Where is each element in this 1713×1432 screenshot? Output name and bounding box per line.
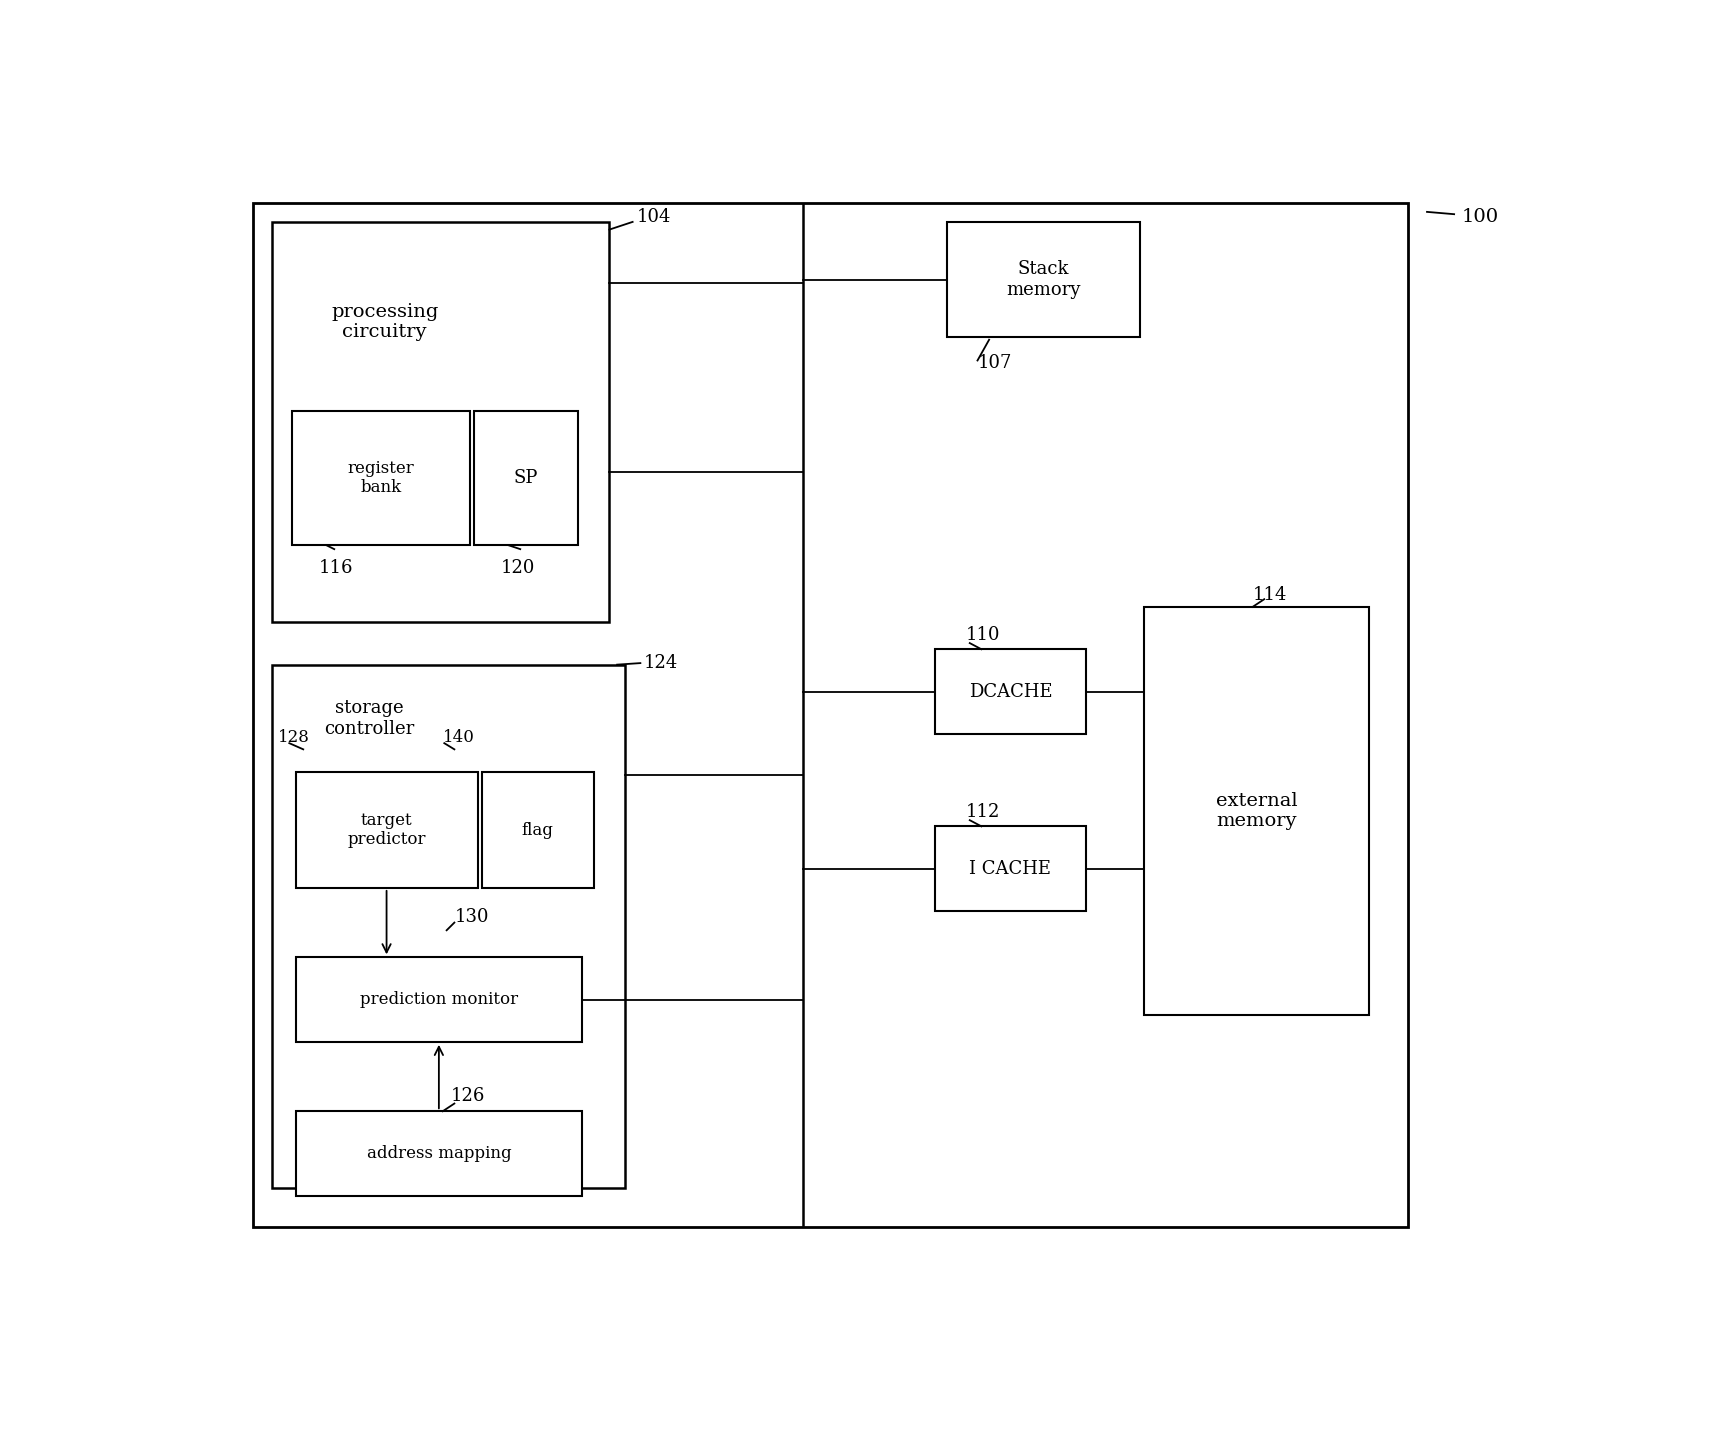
Text: 116: 116	[319, 560, 353, 577]
Text: flag: flag	[522, 822, 553, 839]
Text: 100: 100	[1461, 208, 1499, 225]
Bar	[272, 664, 625, 1189]
Text: DCACHE: DCACHE	[968, 683, 1052, 700]
Text: 140: 140	[442, 729, 475, 746]
Bar	[291, 411, 469, 546]
Bar	[296, 1111, 582, 1196]
Bar	[475, 411, 579, 546]
Text: 120: 120	[500, 560, 534, 577]
Text: 128: 128	[278, 729, 310, 746]
Text: SP: SP	[514, 468, 538, 487]
Text: storage
controller: storage controller	[324, 699, 415, 737]
Text: target
predictor: target predictor	[348, 812, 427, 849]
Text: 124: 124	[644, 654, 678, 672]
Text: register
bank: register bank	[348, 460, 415, 497]
Bar	[935, 826, 1086, 911]
Bar	[296, 772, 478, 888]
Bar	[254, 203, 1408, 1227]
Text: I CACHE: I CACHE	[970, 859, 1052, 878]
Text: prediction monitor: prediction monitor	[360, 991, 517, 1008]
Text: 110: 110	[966, 626, 1000, 644]
Text: 114: 114	[1252, 586, 1286, 604]
Text: external
memory: external memory	[1216, 792, 1297, 831]
Text: 126: 126	[451, 1087, 485, 1106]
Text: processing
circuitry: processing circuitry	[331, 302, 439, 341]
Bar	[947, 222, 1141, 338]
Text: address mapping: address mapping	[367, 1146, 510, 1163]
Bar	[1144, 607, 1369, 1015]
Bar	[272, 222, 610, 623]
Text: 107: 107	[978, 354, 1012, 372]
Text: Stack
memory: Stack memory	[1006, 261, 1081, 299]
Text: 130: 130	[454, 908, 488, 927]
Bar	[481, 772, 594, 888]
Bar	[935, 649, 1086, 735]
Text: 104: 104	[637, 208, 671, 225]
Bar	[296, 957, 582, 1042]
Text: 112: 112	[966, 803, 1000, 822]
